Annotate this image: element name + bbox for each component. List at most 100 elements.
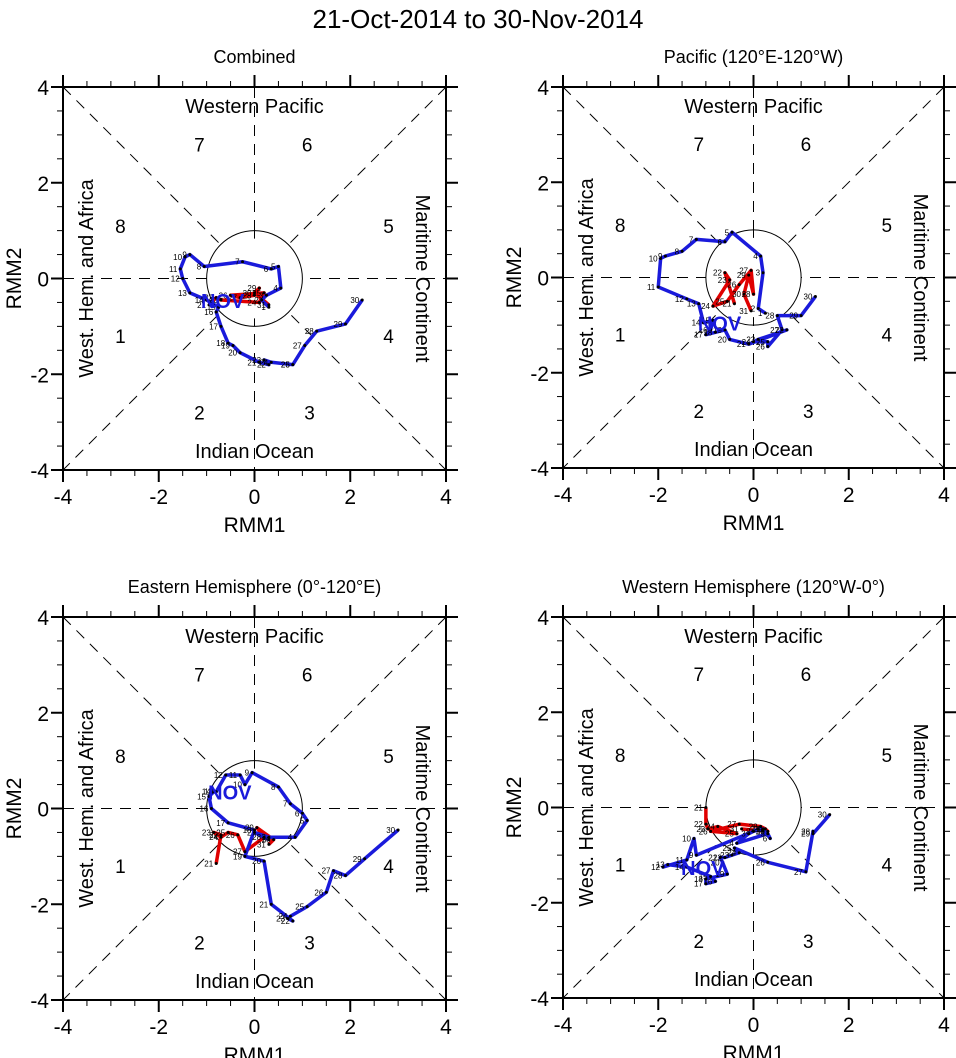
day-marker — [730, 230, 734, 234]
day-label: 28 — [801, 827, 810, 836]
day-label: 17 — [209, 322, 218, 331]
day-label: 27 — [794, 868, 803, 877]
day-label: 26 — [219, 291, 228, 300]
day-label: 25 — [723, 844, 732, 853]
day-label: 23 — [252, 356, 261, 365]
day-marker — [685, 865, 689, 869]
x-axis-title: RMM1 — [723, 512, 785, 535]
day-marker — [811, 829, 815, 833]
day-marker — [725, 872, 729, 876]
day-label: 20 — [711, 858, 720, 867]
day-marker — [267, 842, 271, 846]
day-marker — [183, 255, 187, 259]
day-marker — [730, 853, 734, 857]
day-marker — [272, 838, 276, 842]
day-marker — [267, 363, 271, 367]
day-label: 2 — [247, 828, 252, 837]
day-marker — [732, 302, 736, 306]
y-tick-label: -2 — [30, 894, 49, 917]
day-label: 10 — [173, 253, 182, 262]
day-marker — [255, 826, 259, 830]
day-marker — [656, 285, 660, 289]
y-tick-label: -2 — [530, 893, 549, 916]
day-label: 23 — [746, 335, 755, 344]
phase-number-label: 6 — [302, 135, 313, 156]
region-label-right: Maritime Continent — [411, 195, 433, 363]
day-label: 30 — [262, 836, 271, 845]
day-marker — [269, 267, 273, 271]
day-marker — [219, 833, 223, 837]
day-label: 29 — [789, 312, 798, 321]
panel-4: Western Hemisphere (120°W-0°) -4-4 -2 -2 0 0 2… — [503, 577, 956, 1058]
day-marker — [785, 328, 789, 332]
day-marker — [728, 278, 732, 282]
day-label: 28 — [742, 290, 751, 299]
day-marker — [756, 306, 760, 310]
day-marker — [694, 853, 698, 857]
day-marker — [659, 256, 663, 260]
day-label: 17 — [694, 880, 703, 889]
day-marker — [709, 829, 713, 833]
phase-number-label: 4 — [383, 327, 394, 348]
day-label: 18 — [216, 339, 225, 348]
day-label: 30 — [756, 827, 765, 836]
day-label: 30 — [243, 289, 252, 298]
day-marker — [721, 860, 725, 864]
day-label: 27 — [228, 294, 237, 303]
day-marker — [768, 836, 772, 840]
x-axis-title: RMM1 — [723, 1042, 785, 1058]
phase-number-label: 3 — [304, 934, 315, 955]
day-marker — [250, 771, 254, 775]
day-marker — [253, 830, 256, 834]
day-label: 19 — [221, 342, 230, 351]
day-label: 3 — [259, 291, 264, 300]
day-marker — [343, 322, 347, 326]
x-tick-label: 4 — [938, 484, 950, 507]
day-label: 28 — [243, 291, 252, 300]
day-label: 19 — [715, 870, 724, 879]
day-marker — [305, 905, 309, 909]
day-marker — [711, 318, 715, 322]
day-marker — [212, 830, 216, 834]
day-marker — [262, 859, 266, 863]
day-label: 26 — [314, 888, 323, 897]
day-label: 25 — [281, 361, 290, 370]
day-marker — [723, 240, 727, 244]
day-label: 29 — [353, 855, 362, 864]
day-marker — [212, 790, 216, 794]
x-tick-label: -4 — [54, 1016, 73, 1039]
day-marker — [224, 773, 228, 777]
day-label: 17 — [216, 819, 225, 828]
day-marker — [214, 862, 218, 866]
phase-number-label: 8 — [615, 216, 626, 237]
y-axis-title: RMM2 — [503, 247, 526, 309]
day-marker — [697, 302, 701, 306]
day-marker — [257, 300, 261, 304]
day-label: 7 — [283, 800, 288, 809]
phase-number-label: 2 — [693, 932, 704, 953]
day-marker — [759, 254, 763, 258]
day-marker — [231, 344, 235, 348]
day-label: 9 — [658, 252, 663, 261]
day-marker — [269, 902, 273, 906]
y-axis-title: RMM2 — [3, 778, 26, 840]
region-label-right: Maritime Continent — [909, 724, 931, 892]
day-marker — [711, 304, 715, 308]
day-marker — [267, 835, 271, 839]
day-label: 22 — [257, 361, 266, 370]
day-label: 28 — [765, 312, 774, 321]
day-label: 27 — [739, 266, 748, 275]
region-label-bottom: Indian Ocean — [694, 439, 813, 461]
panel-title: Western Hemisphere (120°W-0°) — [622, 577, 885, 597]
day-marker — [709, 875, 713, 879]
day-marker — [303, 344, 307, 348]
day-label: 29 — [737, 271, 746, 280]
day-marker — [262, 291, 266, 295]
day-label: 28 — [305, 327, 314, 336]
y-tick-label: -2 — [30, 364, 49, 387]
phase-number-label: 7 — [693, 135, 704, 156]
day-label: 26 — [226, 831, 235, 840]
day-label: 2 — [751, 825, 756, 834]
day-label: 4 — [273, 284, 278, 293]
